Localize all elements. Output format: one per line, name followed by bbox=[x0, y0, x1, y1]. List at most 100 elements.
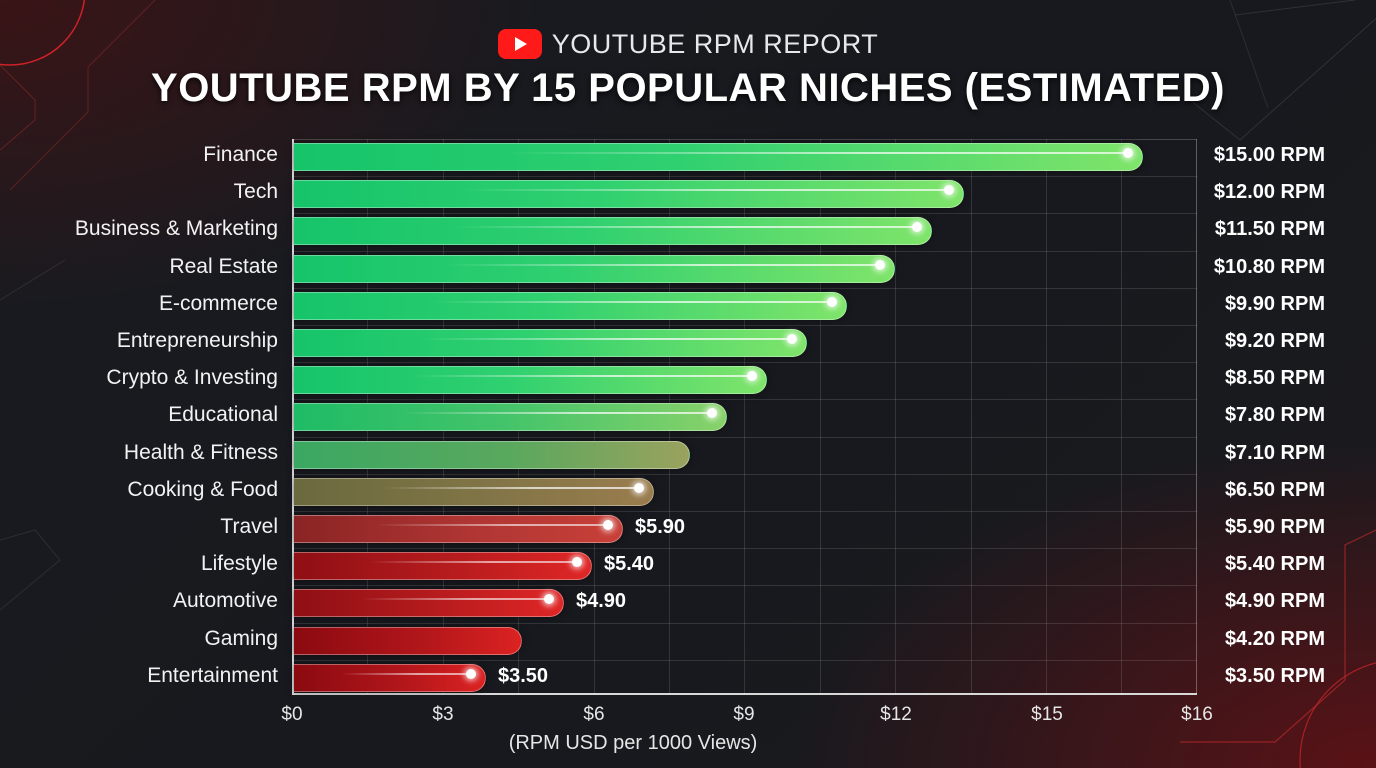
rpm-value-label: $7.80 RPM bbox=[1224, 404, 1325, 427]
grid-line-vertical bbox=[895, 139, 897, 695]
x-axis-line bbox=[292, 693, 1197, 695]
x-tick-label: $15 bbox=[1031, 704, 1063, 725]
grid-line-horizontal bbox=[292, 436, 1197, 438]
bar bbox=[294, 552, 592, 581]
bar bbox=[294, 440, 690, 469]
bar-row: Cooking & Food $6.50 RPM bbox=[0, 474, 1376, 511]
x-tick-label: $16 bbox=[1181, 704, 1213, 725]
bar-highlight-line bbox=[412, 375, 749, 378]
rpm-value-label: $15.00 RPM bbox=[1213, 144, 1325, 166]
grid-line-horizontal bbox=[292, 250, 1197, 252]
bar-highlight-line bbox=[361, 598, 546, 601]
grid-line-vertical bbox=[1046, 139, 1047, 695]
bar-highlight-line bbox=[402, 412, 709, 415]
x-axis-title: (RPM USD per 1000 Views) bbox=[508, 732, 758, 754]
bar-highlight-line bbox=[453, 226, 914, 229]
bar-end-dot-icon bbox=[875, 259, 885, 270]
rpm-value-label: $8.50 RPM bbox=[1224, 367, 1325, 390]
plot-frame-right bbox=[1196, 139, 1197, 695]
bar bbox=[294, 291, 847, 320]
grid-line-horizontal bbox=[292, 287, 1197, 289]
bar-row: Finance $15.00 RPM bbox=[0, 139, 1376, 176]
bar-end-dot-icon bbox=[634, 482, 644, 493]
grid-line-horizontal bbox=[292, 213, 1197, 215]
bar-end-dot-icon bbox=[707, 408, 717, 419]
bar-highlight-line bbox=[506, 152, 1125, 154]
bar-end-dot-icon bbox=[544, 594, 554, 605]
category-label: Automotive bbox=[172, 589, 278, 613]
bar bbox=[294, 403, 727, 432]
grid-line-horizontal bbox=[292, 548, 1197, 550]
bar bbox=[294, 180, 964, 209]
rpm-value-label: $9.90 RPM bbox=[1224, 292, 1325, 315]
grid-line-horizontal bbox=[292, 362, 1197, 364]
chart-header: YOUTUBE RPM REPORT YOUTUBE RPM BY 15 POP… bbox=[0, 26, 1376, 111]
rpm-value-label: $12.00 RPM bbox=[1213, 181, 1325, 204]
bar bbox=[294, 515, 623, 543]
bar-end-dot-icon bbox=[944, 185, 954, 196]
category-label: Cooking & Food bbox=[127, 477, 278, 501]
grid-line-vertical bbox=[970, 139, 972, 695]
rpm-value-label: $10.80 RPM bbox=[1213, 255, 1325, 278]
category-label: E-commerce bbox=[158, 291, 278, 315]
rpm-value-label: $7.10 RPM bbox=[1224, 441, 1325, 464]
chart-title: YOUTUBE RPM BY 15 POPULAR NICHES (ESTIMA… bbox=[151, 66, 1225, 110]
rpm-value-label: $4.90 RPM bbox=[1224, 590, 1325, 613]
bar-row: Educational $7.80 RPM bbox=[0, 399, 1376, 436]
category-label: Tech bbox=[233, 180, 278, 204]
category-label: Crypto & Investing bbox=[106, 366, 278, 390]
category-label: Health & Fitness bbox=[123, 440, 278, 464]
grid-line-horizontal bbox=[292, 585, 1197, 587]
bar-row: Entrepreneurship $9.20 RPM bbox=[0, 325, 1376, 362]
rpm-value-label: $6.50 RPM bbox=[1224, 478, 1325, 501]
inline-value-label: $3.50 bbox=[498, 664, 549, 687]
x-tick-label: $0 bbox=[281, 704, 303, 725]
bar-row: Business & Marketing $11.50 RPM bbox=[0, 213, 1376, 250]
bar-highlight-line bbox=[444, 263, 877, 266]
category-label: Travel bbox=[220, 515, 278, 538]
category-label: Educational bbox=[168, 403, 278, 427]
rpm-value-label: $4.20 RPM bbox=[1224, 627, 1325, 650]
x-tick-label: $6 bbox=[583, 704, 605, 725]
category-label: Entrepreneurship bbox=[116, 329, 278, 352]
grid-line-vertical bbox=[744, 139, 746, 695]
bar bbox=[294, 366, 767, 395]
x-tick-label: $12 bbox=[880, 704, 912, 725]
bar-highlight-line bbox=[384, 486, 636, 489]
bar-row: Real Estate $10.80 RPM bbox=[0, 251, 1376, 288]
chart-subtitle: YOUTUBE RPM REPORT bbox=[551, 28, 879, 59]
x-tick-label: $3 bbox=[432, 704, 454, 725]
bar-row: Automotive $4.90 $4.90 RPM bbox=[0, 585, 1376, 622]
grid-line-horizontal bbox=[292, 622, 1197, 624]
bar-end-dot-icon bbox=[912, 222, 922, 233]
bar-end-dot-icon bbox=[747, 371, 757, 382]
bar-highlight-line bbox=[461, 189, 946, 192]
inline-value-label: $5.90 bbox=[635, 516, 686, 538]
bar bbox=[294, 626, 522, 655]
bar bbox=[294, 477, 654, 506]
category-label: Business & Marketing bbox=[74, 217, 278, 241]
bar-row: Crypto & Investing $8.50 RPM bbox=[0, 362, 1376, 399]
bar-row: Tech $12.00 RPM bbox=[0, 176, 1376, 213]
inline-value-label: $4.90 bbox=[576, 590, 627, 613]
bar bbox=[294, 217, 932, 246]
grid-line-vertical bbox=[1121, 139, 1123, 695]
bar-highlight-line bbox=[376, 524, 605, 526]
grid-line-horizontal bbox=[292, 511, 1197, 512]
rpm-value-label: $3.50 RPM bbox=[1224, 664, 1325, 687]
bar-end-dot-icon bbox=[1123, 148, 1133, 158]
bar-end-dot-icon bbox=[827, 296, 837, 307]
rpm-value-label: $5.40 RPM bbox=[1224, 553, 1325, 576]
bar-row: Gaming $4.20 RPM bbox=[0, 623, 1376, 660]
bar bbox=[294, 254, 895, 283]
bar-highlight-line bbox=[342, 672, 468, 675]
youtube-play-icon bbox=[497, 29, 542, 59]
bar-end-dot-icon bbox=[572, 557, 582, 568]
subtitle-row: YOUTUBE RPM REPORT bbox=[0, 26, 1376, 62]
bar-row: E-commerce $9.90 RPM bbox=[0, 288, 1376, 325]
category-label: Gaming bbox=[204, 626, 278, 650]
category-label: Entertainment bbox=[147, 663, 278, 687]
bar-row: Lifestyle $5.40 $5.40 RPM bbox=[0, 548, 1376, 585]
grid-line-horizontal bbox=[292, 659, 1197, 661]
bar-row: Health & Fitness $7.10 RPM bbox=[0, 437, 1376, 474]
